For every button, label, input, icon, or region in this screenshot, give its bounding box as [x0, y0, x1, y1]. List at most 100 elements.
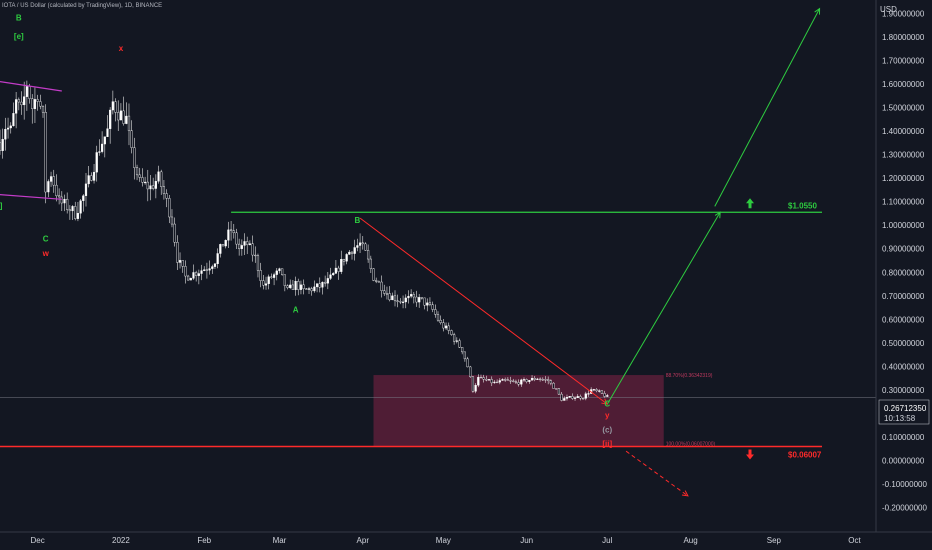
candle-body	[603, 393, 606, 397]
candle-body	[101, 143, 104, 152]
y-tick-label: 1.90000000	[882, 9, 925, 18]
y-tick-label: 1.60000000	[882, 80, 925, 89]
candle-body	[428, 302, 432, 305]
candle-body	[388, 293, 391, 301]
candle-body	[444, 325, 448, 329]
candle-body	[200, 270, 203, 274]
candle-body	[135, 167, 139, 176]
candle-body	[426, 302, 429, 306]
projection-line	[359, 217, 608, 405]
candle-body	[63, 198, 66, 204]
wave-label: C	[604, 399, 610, 408]
candle-body	[47, 181, 50, 193]
candle-body	[302, 284, 305, 289]
candle-body	[391, 295, 394, 301]
candle-body	[229, 229, 233, 231]
candle-body	[219, 244, 222, 254]
candle-body	[436, 314, 440, 321]
candle-body	[356, 245, 359, 248]
level-label: $0.06007	[788, 450, 822, 459]
candle-body	[186, 275, 190, 281]
candle-body	[313, 286, 316, 292]
candle-body	[299, 284, 303, 290]
x-tick-label: Feb	[197, 536, 211, 545]
candle-body	[504, 379, 507, 381]
candle-body	[332, 273, 335, 276]
candle-body	[512, 380, 515, 382]
candle-body	[92, 171, 96, 181]
candle-body	[447, 325, 450, 331]
candle-body	[227, 229, 230, 241]
candle-body	[141, 177, 144, 183]
candle-body	[573, 397, 577, 399]
candle-body	[487, 379, 491, 381]
candle-body	[463, 351, 466, 360]
candle-body	[466, 358, 469, 368]
candle-body	[353, 247, 356, 254]
candle-body	[254, 254, 257, 257]
candle-body	[442, 322, 445, 329]
wave-label: y	[605, 411, 610, 420]
candle-body	[224, 240, 227, 247]
x-tick-label: Aug	[683, 536, 697, 545]
candle-body	[383, 290, 386, 294]
projection-line	[625, 450, 689, 497]
candle-body	[119, 110, 123, 121]
candle-body	[243, 241, 246, 246]
candle-body	[474, 385, 477, 392]
candle-body	[232, 230, 235, 234]
candle-body	[262, 280, 265, 286]
candle-body	[117, 112, 120, 121]
candle-body	[404, 297, 407, 303]
x-tick-label: Mar	[273, 536, 287, 545]
candle-body	[176, 242, 179, 263]
y-tick-label: 0.90000000	[882, 245, 925, 254]
candle-body	[329, 274, 332, 279]
projection-line	[714, 8, 821, 207]
candle-body	[375, 280, 378, 282]
wave-label: (c)	[602, 425, 612, 434]
wave-label: [d]	[0, 202, 3, 211]
candle-body	[55, 184, 58, 197]
x-tick-label: Jul	[602, 536, 612, 545]
candle-body	[345, 254, 348, 262]
candle-body	[0, 142, 2, 151]
y-tick-label: 1.00000000	[882, 221, 925, 230]
candle-body	[173, 223, 176, 243]
candle-layer	[0, 80, 609, 402]
candle-body	[455, 340, 458, 342]
candle-body	[324, 281, 327, 284]
y-tick-label: 0.60000000	[882, 315, 925, 324]
candle-body	[536, 378, 539, 380]
candle-body	[197, 273, 200, 276]
candle-body	[160, 171, 163, 187]
candle-body	[289, 284, 292, 288]
candle-body	[563, 398, 566, 401]
candle-body	[557, 388, 561, 395]
candle-body	[539, 378, 542, 380]
candle-body	[350, 251, 354, 254]
candle-body	[485, 379, 488, 381]
x-tick-label: 2022	[112, 536, 130, 545]
candle-body	[315, 283, 319, 288]
candle-body	[41, 105, 45, 113]
y-tick-label: 1.70000000	[882, 56, 925, 65]
candle-body	[146, 181, 149, 190]
candle-body	[162, 186, 166, 194]
drawings-layer: $1.0550 $0.06007	[0, 7, 822, 497]
y-tick-label: 1.30000000	[882, 151, 925, 160]
candle-body	[385, 293, 389, 295]
candle-body	[595, 389, 598, 392]
x-tick-label: Oct	[848, 536, 861, 545]
candle-body	[506, 379, 509, 381]
candle-body	[482, 377, 485, 380]
x-tick-label: May	[436, 536, 451, 545]
candle-body	[490, 379, 493, 384]
candle-body	[396, 300, 399, 302]
candle-body	[259, 270, 262, 281]
fib-top-label: 88.70%(0.36342319)	[666, 373, 713, 379]
y-tick-label: 1.40000000	[882, 127, 925, 136]
candle-body	[592, 389, 595, 391]
candle-body	[138, 174, 141, 178]
